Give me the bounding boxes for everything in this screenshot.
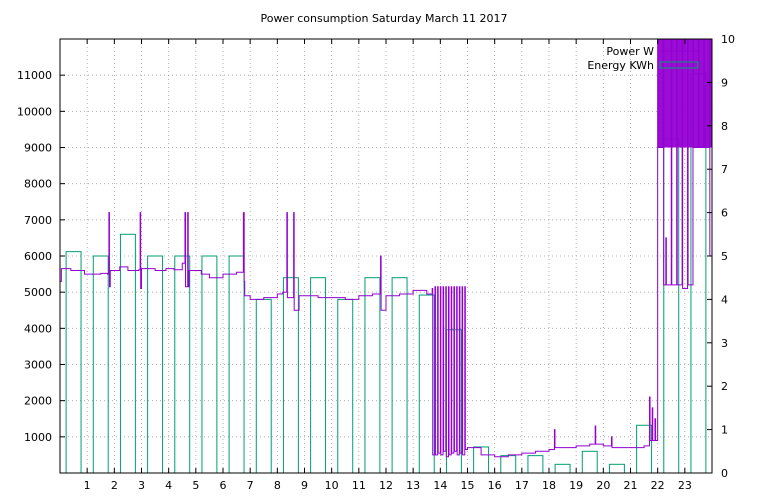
x-tick-label: 6 xyxy=(220,479,227,492)
grid xyxy=(60,39,712,473)
y-right-tick-label: 0 xyxy=(721,467,728,480)
energy-bar xyxy=(527,455,544,474)
energy-bar xyxy=(581,450,598,474)
y-left-tick-label: 8000 xyxy=(24,178,52,191)
energy-bar xyxy=(282,277,299,474)
y-left-tick-label: 10000 xyxy=(17,105,52,118)
x-tick-label: 22 xyxy=(651,479,665,492)
x-tick-label: 7 xyxy=(247,479,254,492)
x-tick-label: 17 xyxy=(515,479,529,492)
y-left-tick-label: 1000 xyxy=(24,431,52,444)
y-left-tick-label: 3000 xyxy=(24,359,52,372)
power-line xyxy=(60,38,712,458)
x-tick-label: 9 xyxy=(301,479,308,492)
energy-bar xyxy=(65,251,82,474)
x-tick-label: 4 xyxy=(165,479,172,492)
y-left-tick-label: 2000 xyxy=(24,395,52,408)
x-tick-label: 3 xyxy=(138,479,145,492)
x-tick-label: 21 xyxy=(624,479,638,492)
power-saturation-area xyxy=(657,39,712,148)
y-left-tick-label: 4000 xyxy=(24,322,52,335)
y-right-tick-label: 6 xyxy=(721,207,728,220)
x-tick-label: 16 xyxy=(488,479,502,492)
y-right-tick-label: 5 xyxy=(721,250,728,263)
energy-bar xyxy=(174,255,191,474)
legend-label-energy: Energy KWh xyxy=(587,59,654,72)
y-right-tick-label: 10 xyxy=(721,33,735,46)
energy-bar xyxy=(310,277,327,474)
legend-label-power: Power W xyxy=(606,45,654,58)
x-tick-label: 10 xyxy=(325,479,339,492)
y-left-tick-label: 5000 xyxy=(24,286,52,299)
x-tick-label: 13 xyxy=(406,479,420,492)
y-left-tick-label: 7000 xyxy=(24,214,52,227)
x-tick-label: 12 xyxy=(379,479,393,492)
x-tick-label: 8 xyxy=(274,479,281,492)
x-tick-label: 15 xyxy=(461,479,475,492)
y-right-tick-label: 4 xyxy=(721,293,728,306)
y-left-tick-label: 11000 xyxy=(17,69,52,82)
y-right-tick-label: 3 xyxy=(721,337,728,350)
y-left-tick-label: 6000 xyxy=(24,250,52,263)
energy-bar xyxy=(418,294,435,474)
x-tick-label: 11 xyxy=(352,479,366,492)
x-tick-label: 14 xyxy=(433,479,447,492)
x-tick-label: 18 xyxy=(542,479,556,492)
y-right-tick-label: 1 xyxy=(721,424,728,437)
y-left-tick-label: 9000 xyxy=(24,142,52,155)
x-tick-label: 19 xyxy=(569,479,583,492)
x-tick-label: 20 xyxy=(596,479,610,492)
energy-bar xyxy=(255,298,272,474)
energy-bar xyxy=(608,463,625,474)
y-right-tick-label: 8 xyxy=(721,120,728,133)
energy-bar xyxy=(500,455,517,474)
energy-bars xyxy=(65,73,707,474)
y-right-tick-label: 9 xyxy=(721,76,728,89)
legend-swatch-energy xyxy=(659,61,699,69)
y-right-tick-label: 2 xyxy=(721,380,728,393)
energy-bar xyxy=(337,298,354,474)
energy-bar xyxy=(554,463,571,474)
chart-title: Power consumption Saturday March 11 2017 xyxy=(260,12,507,25)
x-tick-label: 1 xyxy=(84,479,91,492)
energy-bar xyxy=(364,277,381,474)
x-tick-label: 23 xyxy=(678,479,692,492)
x-tick-label: 5 xyxy=(192,479,199,492)
x-tick-label: 2 xyxy=(111,479,118,492)
axes: 1 2 3 4 5 6 7 8 9 10 11 12 13 14 15 16 17 18 19 20 21 22 23100… xyxy=(17,33,735,492)
y-right-tick-label: 7 xyxy=(721,163,728,176)
energy-bar xyxy=(391,277,408,474)
